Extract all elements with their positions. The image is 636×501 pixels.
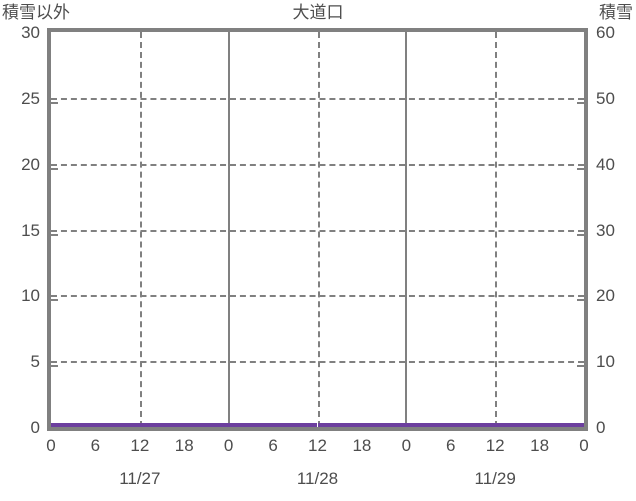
- right-axis-tick: [577, 167, 584, 170]
- vertical-gridline: [317, 32, 320, 427]
- left-axis-tick-label: 10: [21, 286, 40, 306]
- series-segment-0: [539, 423, 584, 427]
- left-axis-tick-label: 30: [21, 23, 40, 42]
- chart-title: 大道口: [292, 3, 344, 22]
- x-axis-tick-label: 0: [579, 436, 589, 455]
- left-axis-tick-label: 5: [30, 352, 40, 372]
- left-axis-tick: [51, 299, 58, 302]
- series-segment-0: [139, 423, 185, 427]
- right-axis-tick: [577, 299, 584, 302]
- vertical-gridline: [495, 32, 498, 427]
- x-axis-tick-label: 6: [446, 436, 456, 455]
- series-segment-0: [228, 423, 274, 427]
- x-axis-tick-label: 0: [223, 436, 234, 455]
- x-axis-tick-label: 12: [308, 436, 327, 455]
- x-axis-date-label: 11/29: [474, 469, 516, 488]
- x-axis-tick-label: 12: [130, 436, 150, 455]
- left-axis-tick: [51, 167, 58, 170]
- x-axis-tick-label: 18: [352, 436, 372, 455]
- x-axis-tick-label: 6: [268, 436, 278, 455]
- series-segment-0: [51, 423, 96, 427]
- series-segment-0: [406, 423, 451, 427]
- series-layer: [51, 32, 584, 427]
- left-axis-title: 積雪以外: [2, 3, 70, 22]
- plot-area: [47, 28, 588, 431]
- plot-inner: [51, 32, 584, 427]
- x-axis-date-label: 11/27: [119, 469, 161, 488]
- series-segment-0: [450, 423, 496, 427]
- series-segment-0: [184, 423, 229, 427]
- series-segment-0: [495, 423, 540, 427]
- right-axis-title: 積雪: [599, 3, 633, 22]
- series-segment-0: [95, 423, 140, 427]
- right-axis-tick-label: 60: [596, 23, 615, 42]
- right-axis-tick-label: 30: [596, 220, 615, 240]
- day-boundary-gridline: [405, 32, 408, 427]
- left-axis-tick-label: 20: [21, 154, 40, 174]
- vertical-gridline: [139, 32, 142, 427]
- x-axis-tick-label: 18: [530, 436, 550, 455]
- left-axis-tick-label: 25: [21, 88, 40, 108]
- right-axis-tick-label: 50: [596, 88, 615, 108]
- right-axis-tick-label: 10: [596, 352, 615, 372]
- right-axis-tick: [577, 101, 584, 104]
- x-axis-date-label: 11/28: [296, 469, 339, 488]
- right-axis-tick-label: 20: [596, 286, 615, 306]
- right-axis-tick: [577, 233, 584, 236]
- series-segment-0: [361, 423, 407, 427]
- right-axis-tick: [577, 365, 584, 368]
- left-axis-tick-label: 0: [30, 418, 40, 437]
- series-segment-0: [317, 423, 362, 427]
- x-axis-tick-label: 0: [46, 436, 56, 455]
- x-axis-tick-label: 12: [485, 436, 505, 455]
- day-boundary-gridline: [227, 32, 230, 427]
- series-segment-0: [273, 423, 318, 427]
- left-axis-tick: [51, 365, 58, 368]
- left-axis-tick: [51, 101, 58, 104]
- x-axis-tick-label: 18: [174, 436, 194, 455]
- left-axis-tick-label: 15: [21, 220, 40, 240]
- right-axis-tick-label: 0: [596, 418, 606, 437]
- left-axis-tick: [51, 233, 58, 236]
- right-axis-tick-label: 40: [596, 154, 615, 174]
- x-axis-tick-label: 6: [90, 436, 101, 455]
- x-axis-tick-label: 0: [401, 436, 412, 455]
